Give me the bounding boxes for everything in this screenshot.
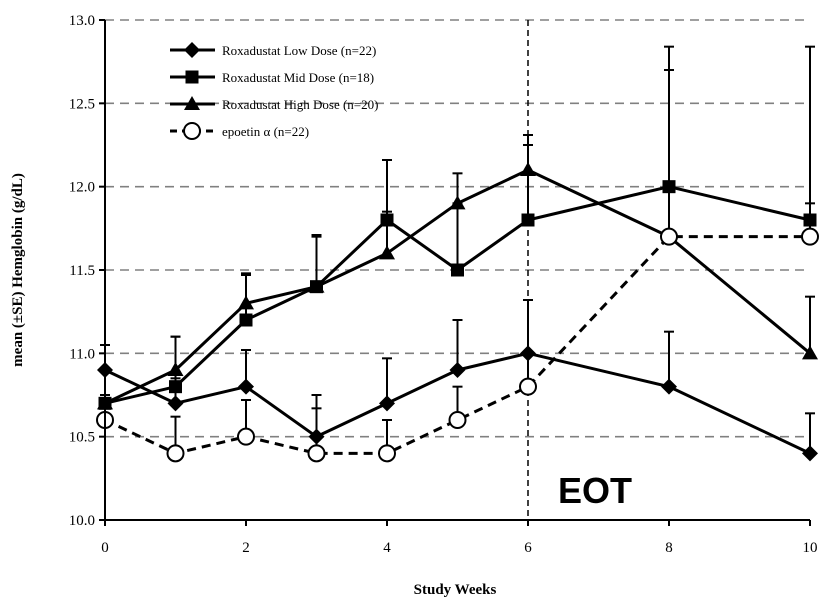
legend-marker: [185, 70, 199, 84]
data-point: [521, 213, 535, 227]
legend-marker: [184, 96, 200, 110]
data-point: [169, 380, 182, 394]
data-point: [520, 162, 536, 176]
data-point: [448, 411, 467, 429]
legend-label: epoetin α (n=22): [222, 124, 309, 139]
data-point: [449, 195, 466, 210]
data-point: [166, 444, 185, 463]
eot-annotation: EOT: [558, 470, 632, 511]
x-tick-label: 10: [803, 540, 818, 556]
data-point: [307, 444, 326, 463]
data-point: [237, 427, 255, 446]
y-tick-label: 10.0: [69, 513, 95, 529]
legend-label: Roxadustat Mid Dose (n=18): [222, 70, 374, 85]
data-point: [380, 213, 394, 227]
data-point: [802, 345, 818, 360]
data-point: [167, 362, 184, 376]
data-point: [803, 213, 817, 227]
legend-marker: [184, 42, 200, 58]
y-tick-label: 11.5: [69, 263, 95, 279]
x-tick-label: 8: [665, 540, 673, 556]
x-tick-label: 4: [383, 540, 391, 556]
data-point: [308, 278, 325, 293]
y-axis-title: mean (±SE) Hemglobin (g/dL): [10, 173, 26, 367]
axes: [99, 19, 811, 526]
tick-labels: 10.0 10.5 11.0 11.5 12.0 12.5 13.0 0 2 4 6 8 10: [69, 13, 818, 556]
x-tick-label: 6: [524, 540, 532, 556]
legend-label: Roxadustat High Dose (n=20): [222, 97, 378, 112]
data-point: [662, 180, 676, 194]
legend-label: Roxadustat Low Dose (n=22): [222, 43, 376, 58]
data-point: [238, 295, 254, 310]
legend-marker: [183, 122, 201, 140]
data-point: [308, 428, 325, 445]
y-tick-label: 11.0: [69, 346, 95, 362]
data-point: [378, 444, 396, 463]
data-point: [379, 395, 395, 412]
data-point: [451, 263, 464, 277]
data-point: [520, 345, 536, 362]
data-point: [167, 395, 184, 412]
y-tick-label: 12.5: [69, 96, 95, 112]
data-point: [660, 227, 678, 246]
y-tick-label: 13.0: [69, 13, 95, 29]
y-tick-label: 12.0: [69, 180, 95, 196]
series-markers: [96, 162, 819, 463]
data-point: [802, 445, 818, 462]
data-point: [238, 378, 254, 395]
data-point: [519, 377, 537, 396]
data-point: [239, 313, 253, 327]
y-tick-label: 10.5: [69, 430, 95, 446]
x-tick-label: 0: [101, 540, 109, 556]
error-bars: [100, 45, 815, 454]
legend: Roxadustat Low Dose (n=22) Roxadustat Mid…: [170, 42, 378, 140]
data-point: [449, 362, 466, 378]
data-point: [801, 227, 819, 246]
data-point: [379, 245, 395, 260]
x-tick-label: 2: [242, 540, 250, 556]
data-point: [661, 378, 677, 395]
x-axis-title: Study Weeks: [414, 582, 497, 598]
